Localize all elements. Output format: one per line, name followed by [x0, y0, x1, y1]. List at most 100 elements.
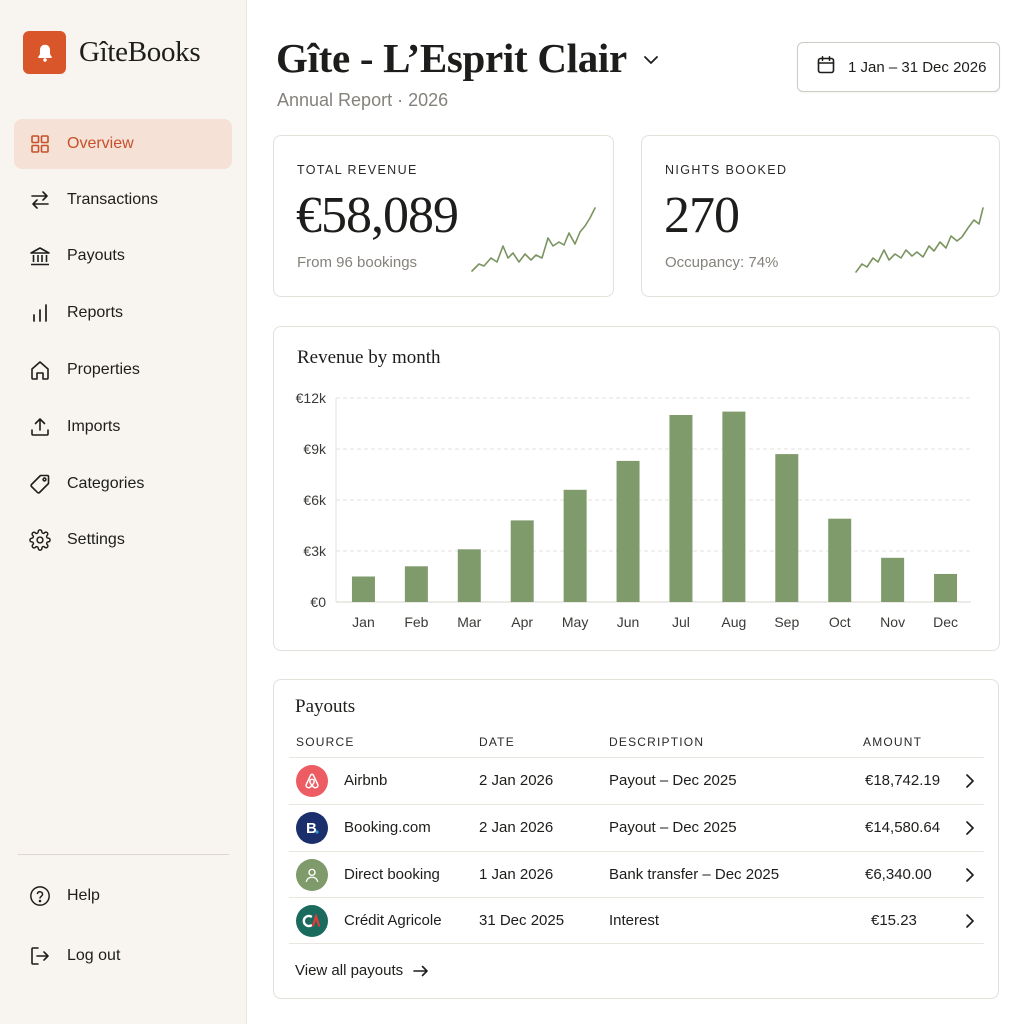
sidebar-item-reports[interactable]: Reports — [14, 288, 232, 338]
tag-icon — [29, 473, 51, 495]
bar-dec[interactable] — [934, 573, 958, 602]
bell-icon — [23, 31, 66, 74]
sidebar-item-label: Settings — [67, 531, 125, 548]
payout-description: Bank transfer – Dec 2025 — [609, 866, 780, 883]
sidebar-divider — [18, 854, 229, 855]
sidebar-item-label: Payouts — [67, 247, 125, 264]
sidebar-item-label: Overview — [67, 135, 134, 152]
grid-icon — [29, 133, 51, 155]
sidebar-item-imports[interactable]: Imports — [14, 402, 232, 452]
table-row[interactable]: Airbnb 2 Jan 2026 Payout – Dec 2025 €18,… — [289, 757, 984, 804]
bar-chart-icon — [29, 302, 51, 324]
sidebar-item-help[interactable]: Help — [14, 871, 232, 921]
column-header-description: DESCRIPTION — [609, 735, 705, 749]
help-circle-icon — [29, 885, 51, 907]
payout-source: Direct booking — [344, 866, 440, 883]
sidebar-item-categories[interactable]: Categories — [14, 459, 232, 509]
bar-oct[interactable] — [828, 518, 852, 602]
bar-may[interactable] — [563, 489, 587, 602]
y-tick-label: €6k — [303, 492, 327, 508]
bar-feb[interactable] — [404, 566, 428, 602]
brand-name: GîteBooks — [79, 36, 201, 68]
x-tick-label: Feb — [404, 614, 428, 630]
x-tick-label: Dec — [933, 614, 958, 630]
kpi-subtext: Occupancy: 74% — [665, 254, 779, 271]
x-tick-label: Jan — [352, 614, 375, 630]
airbnb-logo — [296, 765, 328, 797]
sidebar-item-label: Log out — [67, 947, 121, 964]
bar-mar[interactable] — [457, 549, 481, 602]
payout-description: Payout – Dec 2025 — [609, 772, 737, 789]
sidebar-item-payouts[interactable]: Payouts — [14, 231, 232, 281]
x-tick-label: May — [562, 614, 588, 630]
x-tick-label: Jul — [672, 614, 690, 630]
sidebar-item-settings[interactable]: Settings — [14, 515, 232, 565]
sidebar-item-label: Transactions — [67, 191, 158, 208]
kpi-label: NIGHTS BOOKED — [665, 163, 788, 177]
sidebar-item-overview[interactable]: Overview — [14, 119, 232, 169]
y-tick-label: €9k — [303, 441, 327, 457]
bar-nov[interactable] — [881, 557, 905, 602]
bank-icon — [29, 245, 51, 267]
chevron-down-icon — [643, 52, 659, 70]
nights-booked-card: NIGHTS BOOKED 270 Occupancy: 74% — [641, 135, 1000, 297]
bar-jan[interactable] — [351, 576, 375, 603]
table-row[interactable]: B Booking.com 2 Jan 2026 Payout – Dec 20… — [289, 804, 984, 851]
payout-date: 31 Dec 2025 — [479, 912, 565, 929]
payout-description: Payout – Dec 2025 — [609, 819, 737, 836]
x-tick-label: Sep — [774, 614, 799, 630]
y-tick-label: €3k — [303, 543, 327, 559]
brand[interactable]: GîteBooks — [23, 31, 201, 74]
logout-icon — [29, 945, 51, 967]
gear-icon — [29, 529, 51, 551]
bar-aug[interactable] — [722, 411, 746, 602]
upload-icon — [29, 416, 51, 438]
payout-date: 2 Jan 2026 — [479, 819, 554, 836]
kpi-value: 270 — [664, 187, 740, 244]
x-tick-label: Oct — [829, 614, 851, 630]
sidebar-item-logout[interactable]: Log out — [14, 931, 232, 981]
chevron-right-icon — [965, 867, 975, 888]
sidebar-item-transactions[interactable]: Transactions — [14, 175, 232, 225]
arrow-right-icon — [413, 965, 429, 977]
bar-jun[interactable] — [616, 460, 640, 602]
sidebar-item-label: Help — [67, 887, 100, 904]
kpi-label: TOTAL REVENUE — [297, 163, 418, 177]
date-range-button[interactable]: 1 Jan – 31 Dec 2026 — [797, 42, 1000, 92]
payout-source: Airbnb — [344, 772, 388, 789]
date-range-label: 1 Jan – 31 Dec 2026 — [848, 58, 987, 76]
x-tick-label: Aug — [721, 614, 746, 630]
view-all-label: View all payouts — [295, 962, 404, 979]
table-row[interactable]: Crédit Agricole 31 Dec 2025 Interest €15… — [289, 897, 984, 944]
y-tick-label: €12k — [296, 390, 327, 406]
payouts-title: Payouts — [295, 696, 356, 717]
table-bottom-border — [289, 943, 984, 944]
bar-sep[interactable] — [775, 454, 799, 602]
nights-sparkline — [855, 207, 984, 273]
chevron-right-icon — [965, 913, 975, 934]
x-tick-label: Jun — [617, 614, 640, 630]
table-row[interactable]: Direct booking 1 Jan 2026 Bank transfer … — [289, 851, 984, 898]
column-header-source: SOURCE — [296, 735, 355, 749]
booking-logo: B — [296, 812, 328, 844]
bar-apr[interactable] — [510, 520, 534, 602]
kpi-value: €58,089 — [296, 187, 459, 244]
chevron-right-icon — [965, 820, 975, 841]
payout-amount: €15.23 — [871, 912, 917, 929]
view-all-payouts-link[interactable]: View all payouts — [295, 962, 429, 979]
property-selector[interactable]: Gîte - L’Esprit Clair — [276, 34, 659, 82]
x-tick-label: Mar — [457, 614, 481, 630]
calendar-icon — [816, 55, 836, 80]
arrows-swap-icon — [29, 189, 51, 211]
chevron-right-icon — [965, 773, 975, 794]
y-tick-label: €0 — [310, 594, 326, 610]
sidebar-item-properties[interactable]: Properties — [14, 345, 232, 395]
svg-text:B: B — [306, 820, 317, 837]
payout-amount: €6,340.00 — [865, 866, 932, 883]
bar-jul[interactable] — [669, 415, 693, 602]
revenue-sparkline — [471, 207, 596, 272]
chart-title: Revenue by month — [297, 347, 441, 368]
payout-date: 1 Jan 2026 — [479, 866, 554, 883]
sidebar-item-label: Categories — [67, 475, 145, 492]
payout-amount: €14,580.64 — [865, 819, 941, 836]
